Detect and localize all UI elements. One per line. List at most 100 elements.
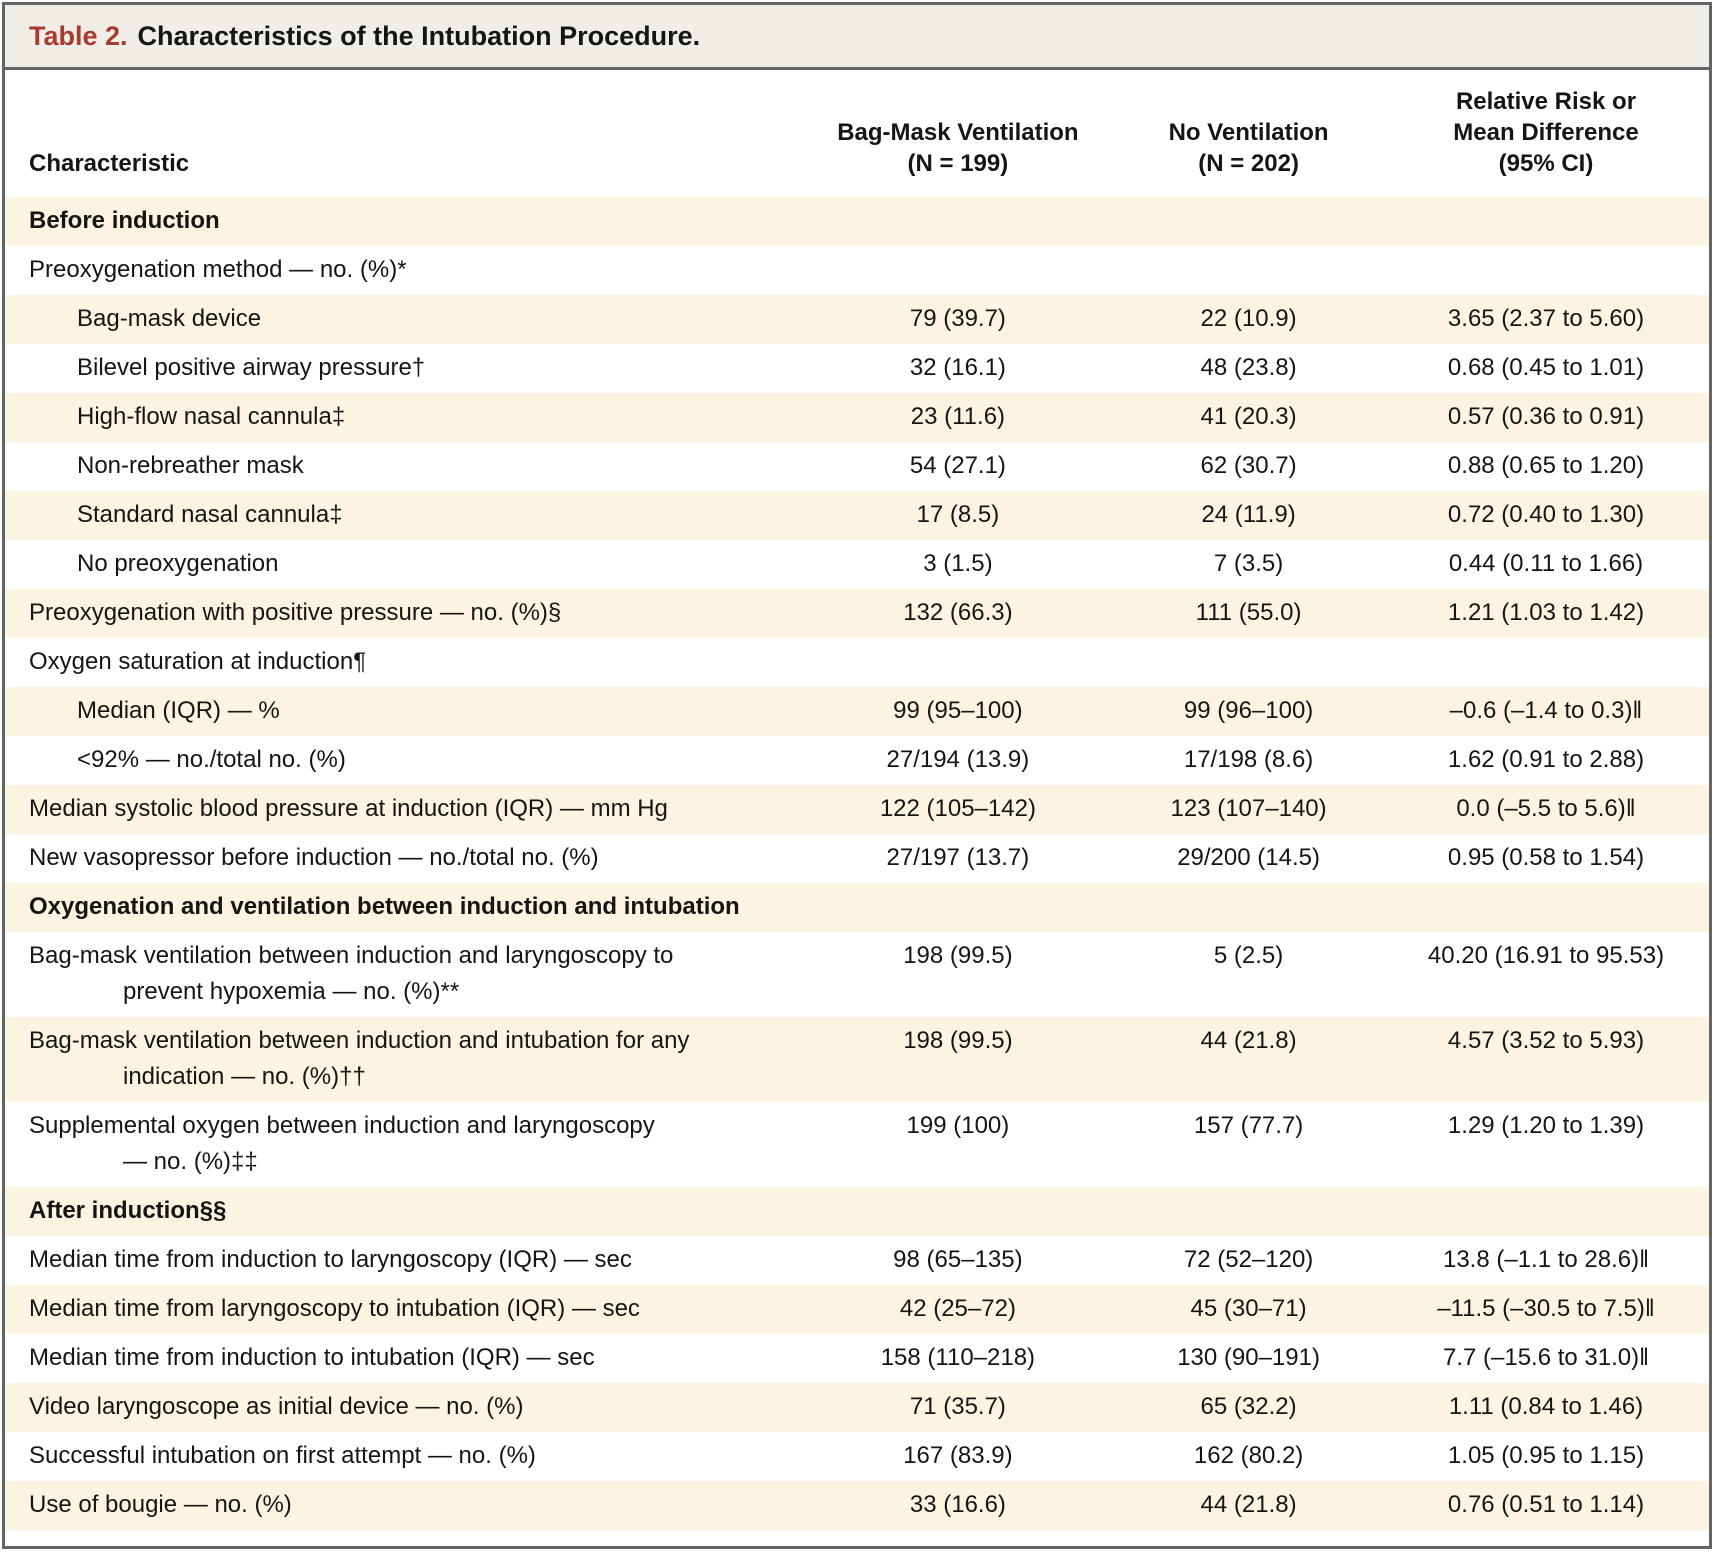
cell-no-ventilation: 17/198 (8.6) [1183, 746, 1314, 773]
header-row: Characteristic Bag-Mask Ventilation (N =… [5, 70, 1709, 197]
cell-relative-risk [1383, 638, 1709, 687]
cell-relative-risk: 1.05 (0.95 to 1.15) [1447, 1442, 1645, 1469]
row-label: Oxygenation and ventilation between indu… [5, 883, 802, 932]
col-header-no-ventilation: No Ventilation (N = 202) [1168, 119, 1329, 177]
row-label: Oxygen saturation at induction¶ [5, 638, 802, 687]
cell-relative-risk: 4.57 (3.52 to 5.93) [1447, 1027, 1645, 1054]
cell-relative-risk [1383, 1187, 1709, 1236]
row-label-text: Successful intubation on first attempt —… [29, 1442, 536, 1469]
cell-no-ventilation: 7 (3.5) [1213, 550, 1284, 577]
row-label-text: Bag-mask ventilation between induction a… [29, 942, 674, 969]
row-label: Median time from induction to intubation… [5, 1334, 802, 1383]
row-label-text: Oxygenation and ventilation between indu… [29, 893, 740, 920]
cell-bagmask-ventilation: 27/197 (13.7) [886, 844, 1030, 871]
cell-relative-risk: 1.29 (1.20 to 1.39) [1447, 1112, 1645, 1139]
row-label-continuation: indication — no. (%)†† [123, 1063, 366, 1090]
cell-no-ventilation [1114, 638, 1383, 687]
row-label: Successful intubation on first attempt —… [5, 1432, 802, 1481]
characteristics-table: Characteristic Bag-Mask Ventilation (N =… [5, 70, 1709, 1530]
row-label: Use of bougie — no. (%) [5, 1481, 802, 1530]
row-label: Preoxygenation with positive pressure — … [5, 589, 802, 638]
cell-bagmask-ventilation: 199 (100) [906, 1112, 1010, 1139]
cell-bagmask-ventilation: 198 (99.5) [903, 1027, 1013, 1054]
cell-no-ventilation: 29/200 (14.5) [1177, 844, 1320, 871]
row-label: <92% — no./total no. (%) [5, 736, 802, 785]
table-row: Bag-mask ventilation between induction a… [5, 932, 1709, 1017]
cell-relative-risk: 0.95 (0.58 to 1.54) [1447, 844, 1645, 871]
cell-no-ventilation: 22 (10.9) [1200, 305, 1297, 332]
cell-no-ventilation: 65 (32.2) [1200, 1393, 1297, 1420]
cell-no-ventilation: 157 (77.7) [1193, 1112, 1304, 1139]
cell-bagmask-ventilation: 71 (35.7) [909, 1393, 1006, 1420]
table-title-bar: Table 2. Characteristics of the Intubatio… [5, 5, 1709, 70]
cell-no-ventilation: 123 (107–140) [1170, 795, 1327, 822]
row-label-text: <92% — no./total no. (%) [77, 746, 346, 773]
cell-no-ventilation [1114, 246, 1383, 295]
cell-relative-risk: 0.76 (0.51 to 1.14) [1447, 1491, 1645, 1518]
row-label-text: Video laryngoscope as initial device — n… [29, 1393, 524, 1420]
cell-no-ventilation [1114, 197, 1383, 246]
row-label: Supplemental oxygen between induction an… [5, 1102, 802, 1187]
cell-bagmask-ventilation: 32 (16.1) [909, 354, 1006, 381]
table-row: <92% — no./total no. (%) 27/194 (13.9) 17/… [5, 736, 1709, 785]
row-label-text: Median time from induction to intubation… [29, 1344, 595, 1371]
table-row: High-flow nasal cannula‡ 23 (11.6) 41 (20.… [5, 393, 1709, 442]
row-label: Median (IQR) — % [5, 687, 802, 736]
cell-relative-risk [1383, 883, 1709, 932]
table-row: Before induction [5, 197, 1709, 246]
cell-relative-risk: 0.68 (0.45 to 1.01) [1447, 354, 1645, 381]
row-label-text: No preoxygenation [77, 550, 279, 577]
cell-relative-risk: 0.44 (0.11 to 1.66) [1448, 550, 1644, 577]
row-label-text: High-flow nasal cannula‡ [77, 403, 346, 430]
cell-relative-risk [1383, 246, 1709, 295]
table-body: Before induction Preoxygenation method — … [5, 197, 1709, 1530]
cell-bagmask-ventilation: 132 (66.3) [903, 599, 1013, 626]
cell-bagmask-ventilation: 158 (110–218) [880, 1344, 1036, 1371]
row-label: No preoxygenation [5, 540, 802, 589]
cell-bagmask-ventilation: 167 (83.9) [903, 1442, 1013, 1469]
row-label-text: Preoxygenation with positive pressure — … [29, 599, 562, 626]
cell-no-ventilation [1114, 883, 1383, 932]
row-label-text: Median systolic blood pressure at induct… [29, 795, 668, 822]
cell-relative-risk: 1.11 (0.84 to 1.46) [1448, 1393, 1644, 1420]
row-label-text: Median time from induction to laryngosco… [29, 1246, 632, 1273]
cell-bagmask-ventilation: 99 (95–100) [893, 697, 1023, 724]
row-label-text: Bilevel positive airway pressure† [77, 354, 426, 381]
row-label-text: Bag-mask device [77, 305, 262, 332]
row-label-text: Median (IQR) — % [77, 697, 280, 724]
row-label-text: After induction§§ [29, 1197, 227, 1224]
row-label-text: Use of bougie — no. (%) [29, 1491, 292, 1518]
bottom-spacer [5, 1530, 1709, 1546]
cell-bagmask-ventilation: 23 (11.6) [910, 403, 1006, 430]
table-row: Non-rebreather mask 54 (27.1) 62 (30.7) 0.8… [5, 442, 1709, 491]
cell-bagmask-ventilation: 42 (25–72) [899, 1295, 1016, 1322]
cell-no-ventilation: 41 (20.3) [1200, 403, 1297, 430]
table-row: Median time from induction to laryngosco… [5, 1236, 1709, 1285]
cell-no-ventilation: 130 (90–191) [1177, 1344, 1320, 1371]
table-row: Video laryngoscope as initial device — n… [5, 1383, 1709, 1432]
table-row: Oxygenation and ventilation between indu… [5, 883, 1709, 932]
cell-relative-risk: 13.8 (–1.1 to 28.6)‖ [1442, 1246, 1650, 1273]
row-label: Preoxygenation method — no. (%)* [5, 246, 802, 295]
cell-bagmask-ventilation [802, 883, 1115, 932]
table-row: Median time from laryngoscopy to intubat… [5, 1285, 1709, 1334]
table-row: Preoxygenation method — no. (%)* [5, 246, 1709, 295]
table-row: After induction§§ [5, 1187, 1709, 1236]
row-label-text: Oxygen saturation at induction¶ [29, 648, 367, 675]
row-label-continuation: — no. (%)‡‡ [123, 1148, 258, 1175]
table-row: Bag-mask device 79 (39.7) 22 (10.9) 3.65 (2… [5, 295, 1709, 344]
cell-bagmask-ventilation: 98 (65–135) [893, 1246, 1023, 1273]
row-label: Bag-mask ventilation between induction a… [5, 1017, 802, 1102]
row-label: Bilevel positive airway pressure† [5, 344, 802, 393]
row-label-text: Before induction [29, 207, 220, 234]
cell-relative-risk: 0.0 (–5.5 to 5.6)‖ [1456, 795, 1636, 822]
col-header-characteristic: Characteristic [29, 150, 190, 177]
cell-relative-risk: 0.72 (0.40 to 1.30) [1447, 501, 1645, 528]
table-title-text: Characteristics of the Intubation Proced… [137, 21, 701, 51]
table-row: Preoxygenation with positive pressure — … [5, 589, 1709, 638]
cell-no-ventilation: 62 (30.7) [1200, 452, 1297, 479]
row-label: Bag-mask device [5, 295, 802, 344]
row-label-text: Bag-mask ventilation between induction a… [29, 1027, 690, 1054]
cell-no-ventilation: 72 (52–120) [1183, 1246, 1314, 1273]
